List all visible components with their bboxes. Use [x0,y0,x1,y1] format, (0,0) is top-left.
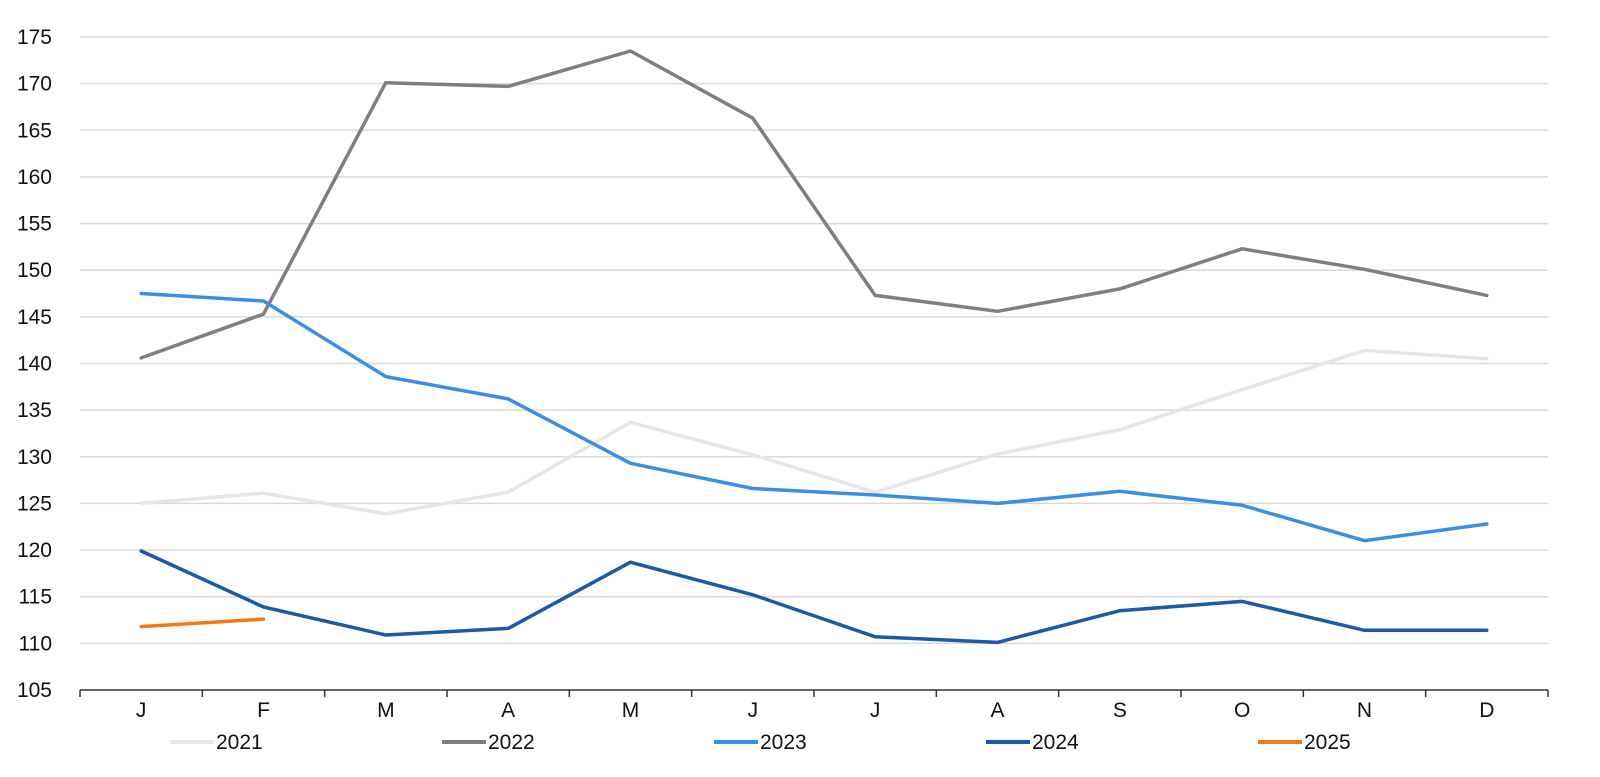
x-tick-label: A [501,699,515,722]
y-tick-label: 140 [17,353,52,376]
series-line-2023 [139,291,1489,543]
y-tick-label: 135 [17,399,52,422]
y-tick-label: 145 [17,306,52,329]
legend-label-2025: 2025 [1304,731,1351,754]
y-tick-label: 110 [19,632,52,655]
series-lines [139,49,1489,645]
x-tick-label: M [377,699,395,722]
legend-label-2021: 2021 [216,731,263,754]
legend-label-2022: 2022 [488,731,535,754]
y-tick-label: 120 [17,539,52,562]
y-tick-label: 150 [17,259,52,282]
x-tick-label: J [136,699,147,722]
series-line-2025 [139,617,266,629]
x-tick-label: J [870,699,881,722]
y-tick-label: 125 [17,492,52,515]
x-tick-label: M [622,699,640,722]
y-tick-label: 130 [17,446,52,469]
axes: 105 110 115 120 125 130 135 140 145 150 155 160 165 1… [17,26,1549,722]
x-tick-label: F [257,699,270,722]
series-line-2024 [139,549,1489,645]
y-tick-label: 175 [17,26,52,49]
x-tick-label: D [1479,699,1494,722]
y-tick-label: 115 [19,586,52,609]
legend-label-2024: 2024 [1032,731,1079,754]
y-tick-label: 105 [17,679,52,702]
series-line-2022 [139,49,1489,360]
x-tick-label: S [1113,699,1127,722]
gridlines [80,36,1548,645]
x-tick-label: N [1357,699,1372,722]
x-tick-label: O [1234,699,1250,722]
y-tick-label: 155 [17,213,52,236]
y-tick-label: 170 [17,73,52,96]
legend: 2021 2022 2023 2024 2025 [170,731,1351,754]
x-tick-label: A [990,699,1004,722]
series-line-2021 [139,348,1489,516]
x-tick-label: J [748,699,759,722]
legend-label-2023: 2023 [760,731,807,754]
y-tick-label: 160 [17,166,52,189]
y-tick-label: 165 [17,119,52,142]
